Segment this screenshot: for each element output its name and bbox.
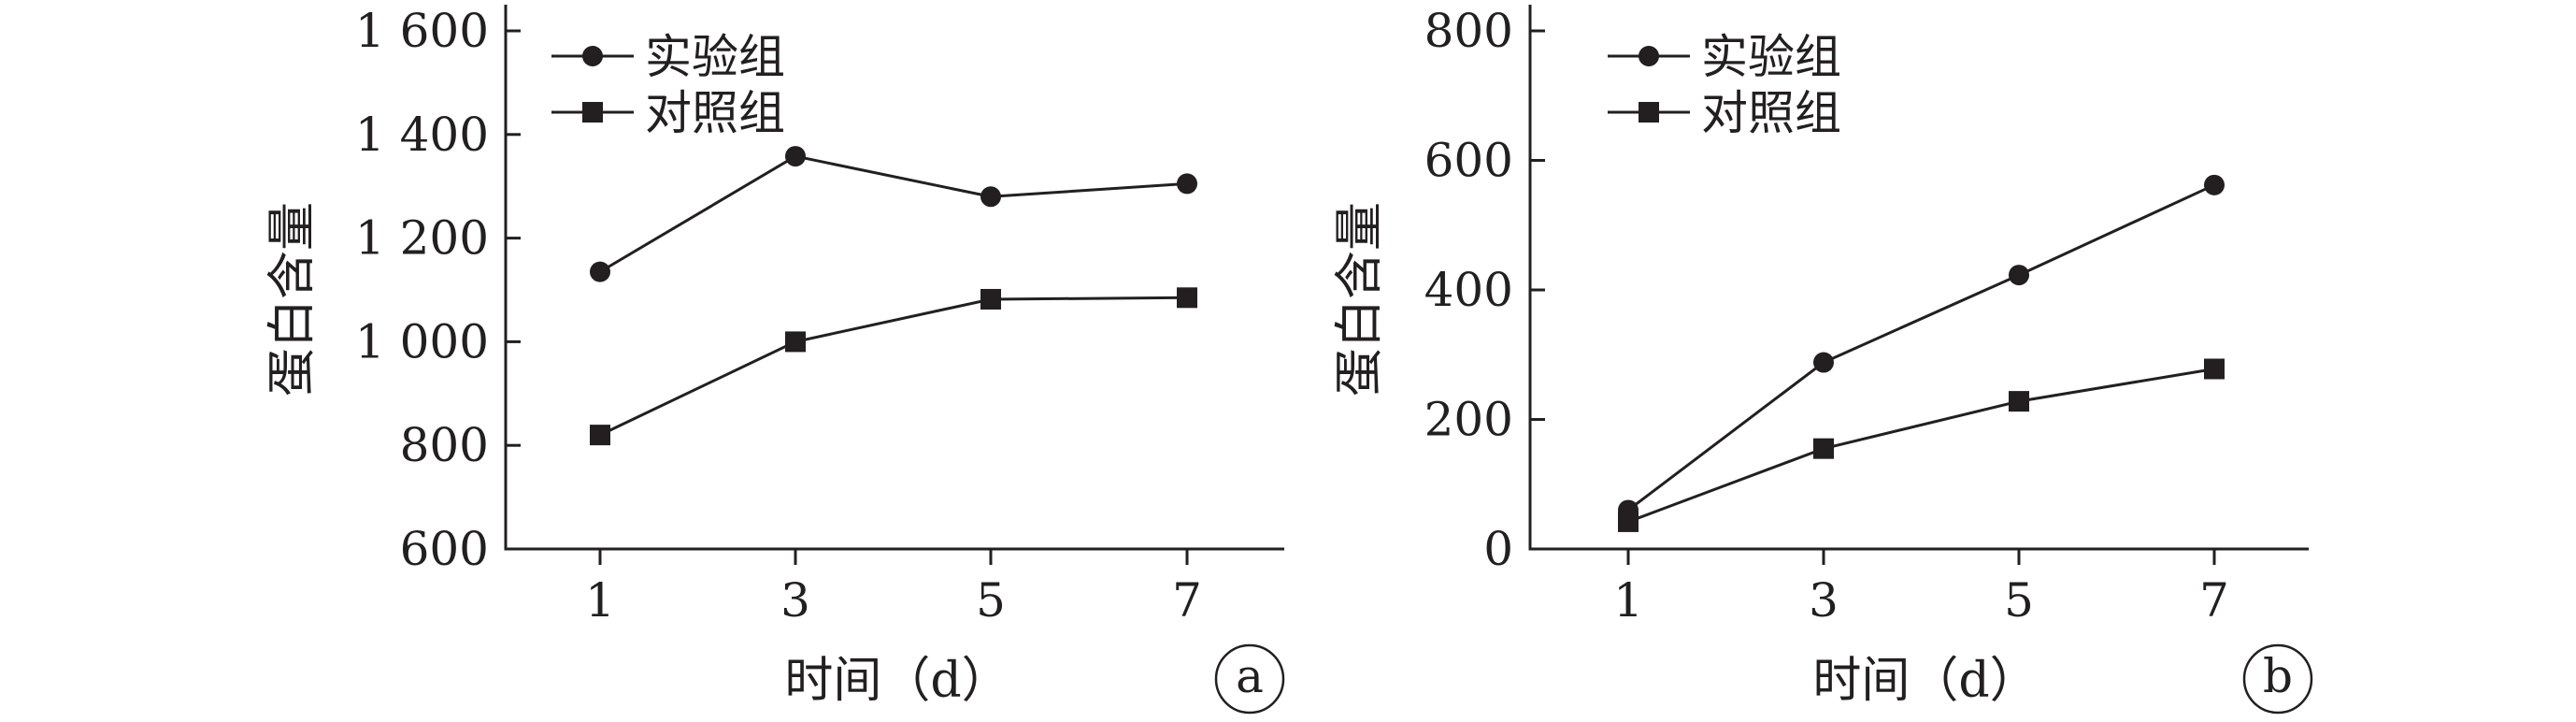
data-point-circle bbox=[1813, 352, 1834, 373]
x-tick-label: 5 bbox=[976, 573, 1006, 628]
x-tick-label: 7 bbox=[2199, 573, 2229, 628]
series-line-square bbox=[1627, 368, 2215, 524]
y-axis-label: 蛋白含量 bbox=[265, 202, 321, 397]
data-point-square bbox=[590, 425, 610, 446]
x-axis-label: 时间（d） bbox=[784, 653, 1009, 709]
y-tick-label: 200 bbox=[1424, 393, 1513, 447]
y-tick-label: 1 000 bbox=[355, 314, 489, 368]
panel-label: a bbox=[1236, 649, 1264, 703]
data-point-square bbox=[1177, 287, 1197, 309]
x-tick-label: 3 bbox=[780, 573, 810, 628]
y-tick-label: 1 400 bbox=[355, 108, 489, 162]
data-point-circle bbox=[2009, 265, 2029, 286]
y-tick-label: 600 bbox=[1424, 134, 1513, 188]
y-tick-label: 800 bbox=[400, 418, 489, 472]
legend-label: 实验组 bbox=[1701, 30, 1841, 84]
series-line-circle bbox=[599, 154, 1188, 273]
x-tick-label: 1 bbox=[1613, 573, 1643, 628]
legend-marker-circle bbox=[582, 46, 603, 66]
y-tick-label: 600 bbox=[400, 522, 489, 576]
data-point-square bbox=[1813, 438, 1834, 459]
panel-badge-circle bbox=[2242, 643, 2313, 715]
y-tick-label: 0 bbox=[1483, 522, 1513, 576]
panel-badge-circle bbox=[1214, 643, 1285, 715]
y-tick-label: 400 bbox=[1424, 263, 1513, 317]
data-point-circle bbox=[1177, 173, 1197, 195]
legend-label: 实验组 bbox=[645, 30, 785, 84]
y-tick-label: 800 bbox=[1424, 4, 1513, 58]
data-point-square bbox=[785, 331, 806, 353]
legend-label: 对照组 bbox=[645, 86, 785, 140]
series-line-square bbox=[599, 296, 1188, 437]
y-axis-label: 蛋白含量 bbox=[1332, 202, 1388, 397]
data-point-circle bbox=[2204, 174, 2225, 195]
x-axis-label: 时间（d） bbox=[1812, 653, 2038, 709]
series-line-circle bbox=[1627, 183, 2215, 512]
legend-marker-circle bbox=[1639, 46, 1659, 66]
data-point-square bbox=[2204, 358, 2225, 380]
y-tick-label: 1 600 bbox=[355, 4, 489, 58]
chart-panel-a: 600 800 1 000 1 200 1 400 1 600 1 3 5 7 时间（d） 蛋白含量 实… bbox=[265, 4, 1285, 715]
x-tick-label: 5 bbox=[2004, 573, 2034, 628]
data-point-circle bbox=[590, 261, 610, 282]
x-tick-label: 1 bbox=[585, 573, 615, 628]
y-tick-label: 1 200 bbox=[355, 211, 489, 266]
x-tick-label: 3 bbox=[1809, 573, 1839, 628]
panel-label: b bbox=[2263, 649, 2293, 703]
data-point-square bbox=[2009, 391, 2029, 412]
data-point-square bbox=[980, 288, 1001, 310]
legend-label: 对照组 bbox=[1701, 86, 1841, 140]
data-point-square bbox=[1618, 511, 1639, 532]
legend-marker-square bbox=[582, 102, 603, 123]
data-point-circle bbox=[980, 186, 1001, 208]
legend-marker-square bbox=[1639, 102, 1659, 123]
data-point-circle bbox=[785, 146, 806, 167]
x-tick-label: 7 bbox=[1172, 573, 1202, 628]
